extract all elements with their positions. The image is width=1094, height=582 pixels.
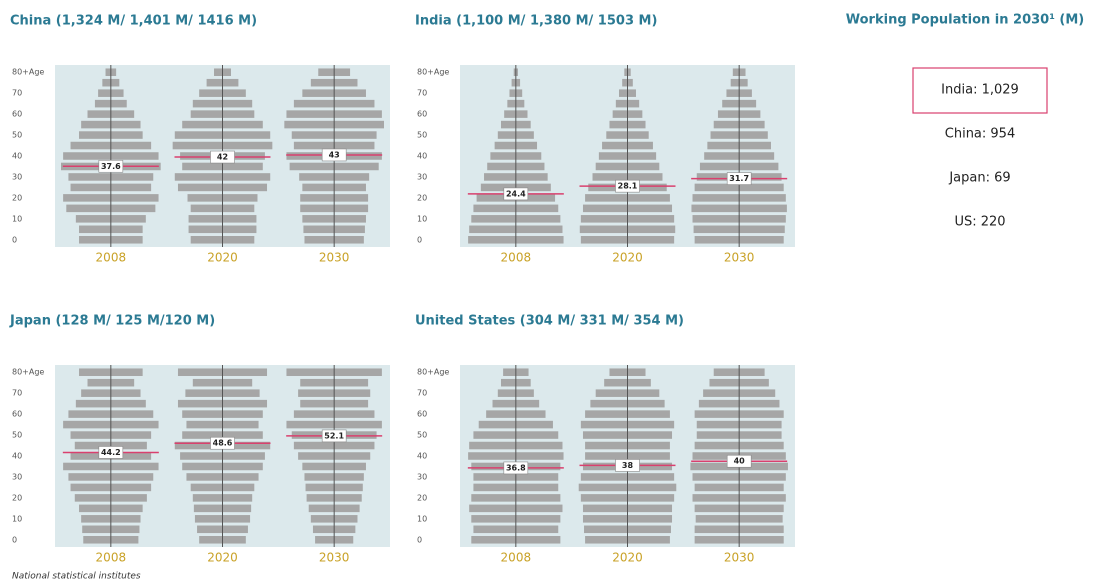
y-tick-label: 20 — [417, 493, 427, 502]
median-label: 24.4 — [506, 189, 526, 198]
chart-title: United States (304 M/ 331 M/ 354 M) — [415, 314, 684, 329]
median-label: 28.1 — [618, 182, 638, 191]
median-box — [98, 159, 124, 173]
median-label: 43 — [329, 150, 340, 159]
y-tick-label: 50 — [12, 131, 22, 140]
median-label: 40 — [734, 457, 746, 466]
y-tick-label: 50 — [417, 131, 427, 140]
year-label: 2008 — [96, 251, 127, 265]
y-tick-label: 10 — [12, 514, 22, 523]
year-label: 2008 — [501, 251, 532, 265]
highlight-box — [912, 67, 1048, 114]
y-tick-label: 50 — [12, 431, 22, 440]
y-tick-label: 10 — [417, 214, 427, 223]
sidebar-item: India: 1,029 — [941, 83, 1019, 98]
y-tick-label: 40 — [12, 152, 22, 161]
median-box — [321, 429, 347, 443]
y-tick-label: 80+Age — [12, 68, 44, 77]
chart-title: India (1,100 M/ 1,380 M/ 1503 M) — [415, 14, 657, 29]
median-box — [503, 187, 529, 201]
y-tick-label: 30 — [417, 472, 427, 481]
y-tick-label: 20 — [12, 493, 22, 502]
y-tick-label: 0 — [417, 235, 422, 244]
year-label: 2030 — [319, 551, 350, 565]
year-label: 2020 — [612, 551, 643, 565]
y-tick-label: 30 — [12, 172, 22, 181]
median-box — [321, 148, 347, 162]
year-label: 2008 — [501, 551, 532, 565]
y-tick-label: 10 — [12, 214, 22, 223]
year-label: 2020 — [207, 251, 238, 265]
sidebar-item: Japan: 69 — [948, 171, 1010, 186]
y-tick-label: 20 — [12, 193, 22, 202]
y-tick-label: 70 — [12, 389, 22, 398]
chart-title: China (1,324 M/ 1,401 M/ 1416 M) — [10, 14, 257, 29]
y-tick-label: 0 — [417, 535, 422, 544]
median-box — [210, 150, 235, 164]
median-box — [503, 461, 529, 475]
chart-title: Japan (128 M/ 125 M/120 M) — [9, 314, 215, 329]
y-tick-label: 60 — [417, 410, 427, 419]
sidebar-item: China: 954 — [945, 127, 1015, 142]
y-tick-label: 70 — [417, 389, 427, 398]
y-tick-label: 30 — [12, 472, 22, 481]
y-tick-label: 50 — [417, 431, 427, 440]
y-tick-label: 70 — [417, 89, 427, 98]
year-label: 2030 — [724, 551, 755, 565]
median-label: 48.6 — [213, 439, 233, 448]
y-tick-label: 40 — [417, 152, 427, 161]
sidebar-item: US: 220 — [954, 215, 1005, 230]
y-tick-label: 70 — [12, 89, 22, 98]
y-tick-label: 40 — [417, 452, 427, 461]
year-label: 2020 — [207, 551, 238, 565]
y-tick-label: 20 — [417, 193, 427, 202]
y-tick-label: 0 — [12, 235, 17, 244]
y-tick-label: 80+Age — [12, 368, 44, 377]
median-box — [615, 179, 640, 193]
median-label: 52.1 — [324, 431, 344, 440]
median-box — [98, 446, 124, 459]
median-box — [726, 172, 752, 185]
median-label: 44.2 — [101, 448, 121, 457]
y-tick-label: 60 — [417, 110, 427, 119]
year-label: 2020 — [612, 251, 643, 265]
y-tick-label: 60 — [12, 410, 22, 419]
y-tick-label: 0 — [12, 535, 17, 544]
y-tick-label: 10 — [417, 514, 427, 523]
y-tick-label: 30 — [417, 172, 427, 181]
source-note: National statistical institutes — [12, 572, 141, 582]
y-tick-label: 80+Age — [417, 368, 449, 377]
y-tick-label: 40 — [12, 452, 22, 461]
median-label: 37.6 — [101, 162, 121, 171]
median-label: 38 — [622, 461, 634, 470]
median-label: 36.8 — [506, 463, 526, 472]
median-box — [210, 436, 235, 450]
median-box — [615, 459, 640, 472]
year-label: 2030 — [319, 251, 350, 265]
median-label: 31.7 — [729, 174, 749, 183]
y-tick-label: 80+Age — [417, 68, 449, 77]
median-box — [726, 454, 752, 468]
sidebar-title: Working Population in 2030¹ (M) — [846, 13, 1085, 28]
year-label: 2008 — [96, 551, 127, 565]
year-label: 2030 — [724, 251, 755, 265]
median-label: 42 — [217, 153, 228, 162]
y-tick-label: 60 — [12, 110, 22, 119]
